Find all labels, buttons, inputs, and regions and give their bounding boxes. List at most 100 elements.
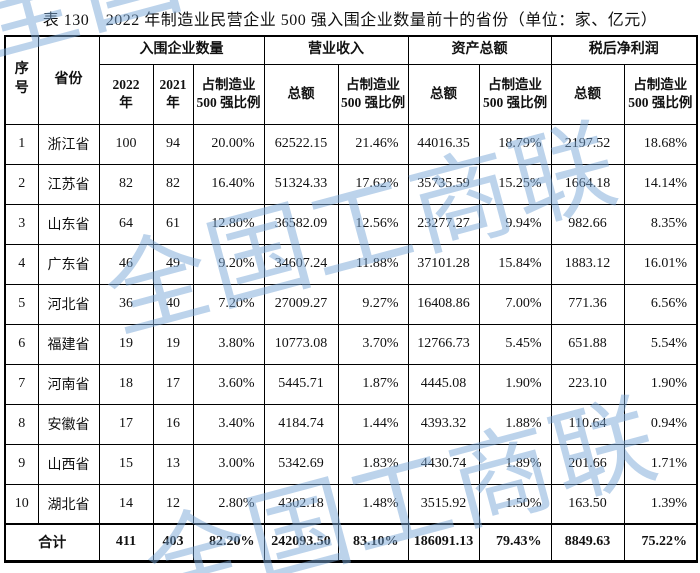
table-cell: 16408.86 [407, 283, 480, 325]
col-header-assets-ratio: 占制造业 500 强比例 [478, 63, 552, 125]
table-cell: 1.39% [623, 483, 698, 525]
table-row: 3 山东省 64 61 12.80% 36582.09 12.56% 23277.27 9.94… [4, 203, 698, 245]
table-cell: 12.56% [337, 203, 409, 245]
total-value-cell: 83.10% [337, 523, 409, 563]
table-cell: 82 [98, 163, 154, 205]
table-row: 9 山西省 15 13 3.00% 5342.69 1.83% 4430.74 1.89% 201… [4, 443, 698, 485]
table-row: 6 福建省 19 19 3.80% 10773.08 3.70% 12766.73 5.45% 6… [4, 323, 698, 365]
table-cell: 19 [152, 323, 194, 365]
table-cell: 6 [4, 323, 39, 365]
table-cell: 3.80% [192, 323, 265, 365]
table-cell: 201.66 [550, 443, 625, 485]
total-value-cell: 75.22% [623, 523, 698, 563]
table-cell: 1664.18 [550, 163, 625, 205]
table-title: 表 130 2022 年制造业民营企业 500 强入围企业数量前十的省份（单位：… [42, 12, 658, 29]
table-cell: 3.40% [192, 403, 265, 445]
table-cell: 9.20% [192, 243, 265, 285]
table-cell: 广东省 [37, 243, 100, 285]
table-cell: 9 [4, 443, 39, 485]
table-cell: 8.35% [623, 203, 698, 245]
table-cell: 18 [98, 363, 154, 405]
table-header: 序 号 省份 入围企业数量 营业收入 资产总额 税后净利润 2022 年 202… [4, 35, 698, 125]
table-cell: 3515.92 [407, 483, 480, 525]
total-value-cell: 411 [98, 523, 154, 563]
group-header-revenue: 营业收入 [263, 35, 409, 65]
table-cell: 19 [98, 323, 154, 365]
table-cell: 16.40% [192, 163, 265, 205]
table-cell: 4184.74 [263, 403, 339, 445]
table-cell: 36582.09 [263, 203, 339, 245]
table-cell: 6.56% [623, 283, 698, 325]
table-cell: 4445.08 [407, 363, 480, 405]
table-cell: 35735.59 [407, 163, 480, 205]
table-cell: 13 [152, 443, 194, 485]
table-cell: 1.89% [478, 443, 552, 485]
group-header-entries: 入围企业数量 [98, 35, 265, 65]
table-cell: 100 [98, 123, 154, 165]
province-ranking-table: 序 号 省份 入围企业数量 营业收入 资产总额 税后净利润 2022 年 202… [4, 35, 699, 563]
total-value-cell: 79.43% [478, 523, 552, 563]
table-cell: 3.00% [192, 443, 265, 485]
group-header-assets: 资产总额 [407, 35, 552, 65]
table-cell: 5.54% [623, 323, 698, 365]
table-row: 7 河南省 18 17 3.60% 5445.71 1.87% 4445.08 1.90% 223… [4, 363, 698, 405]
table-cell: 5.45% [478, 323, 552, 365]
table-row: 5 河北省 36 40 7.20% 27009.27 9.27% 16408.86 7.00% 7… [4, 283, 698, 325]
table-cell: 山西省 [37, 443, 100, 485]
col-header-province: 省份 [37, 35, 100, 125]
col-header-revenue-ratio: 占制造业 500 强比例 [337, 63, 409, 125]
table-cell: 1.90% [623, 363, 698, 405]
table-cell: 37101.28 [407, 243, 480, 285]
table-cell: 3.60% [192, 363, 265, 405]
table-cell: 1.90% [478, 363, 552, 405]
table-cell: 山东省 [37, 203, 100, 245]
table-cell: 27009.27 [263, 283, 339, 325]
table-cell: 61 [152, 203, 194, 245]
table-cell: 2.80% [192, 483, 265, 525]
col-header-2022: 2022 年 [98, 63, 154, 125]
table-cell: 9.94% [478, 203, 552, 245]
table-cell: 11.88% [337, 243, 409, 285]
col-header-assets-total: 总额 [407, 63, 480, 125]
header-sub-row: 2022 年 2021 年 占制造业 500 强比例 总额 占制造业 500 强… [5, 63, 698, 125]
table-cell: 23277.27 [407, 203, 480, 245]
table-cell: 福建省 [37, 323, 100, 365]
table-cell: 51324.33 [263, 163, 339, 205]
table-cell: 5342.69 [263, 443, 339, 485]
table-cell: 94 [152, 123, 194, 165]
table-cell: 1.48% [337, 483, 409, 525]
table-cell: 16.01% [623, 243, 698, 285]
table-row: 4 广东省 46 49 9.20% 34607.24 11.88% 37101.28 15.84… [4, 243, 698, 285]
col-header-profit-total: 总额 [550, 63, 625, 125]
table-cell: 7 [4, 363, 39, 405]
total-value-cell: 186091.13 [407, 523, 480, 563]
table-cell: 0.94% [623, 403, 698, 445]
table-row: 2 江苏省 82 82 16.40% 51324.33 17.62% 35735.59 15.2… [4, 163, 698, 205]
table-cell: 15.25% [478, 163, 552, 205]
table-cell: 5445.71 [263, 363, 339, 405]
table-cell: 163.50 [550, 483, 625, 525]
table-cell: 1.88% [478, 403, 552, 445]
table-cell: 4393.32 [407, 403, 480, 445]
table-cell: 4 [4, 243, 39, 285]
table-cell: 17 [98, 403, 154, 445]
table-cell: 12766.73 [407, 323, 480, 365]
table-cell: 1.87% [337, 363, 409, 405]
table-cell: 771.36 [550, 283, 625, 325]
table-cell: 5 [4, 283, 39, 325]
table-cell: 40 [152, 283, 194, 325]
total-value-cell: 403 [152, 523, 194, 563]
table-cell: 1.50% [478, 483, 552, 525]
total-row: 合计 411 403 82.20% 242093.50 83.10% 186091.13 79… [4, 523, 698, 563]
table-cell: 18.79% [478, 123, 552, 165]
total-value-cell: 242093.50 [263, 523, 339, 563]
col-header-2021: 2021 年 [152, 63, 194, 125]
table-cell: 982.66 [550, 203, 625, 245]
table-cell: 44016.35 [407, 123, 480, 165]
table-cell: 12.80% [192, 203, 265, 245]
table-cell: 14 [98, 483, 154, 525]
table-cell: 21.46% [337, 123, 409, 165]
table-cell: 49 [152, 243, 194, 285]
table-cell: 河南省 [37, 363, 100, 405]
